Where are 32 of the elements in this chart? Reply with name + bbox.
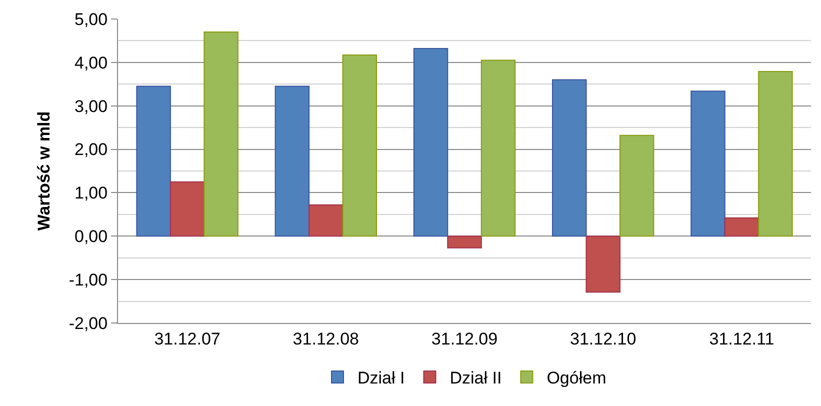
bar (480, 60, 516, 237)
bar (204, 32, 238, 237)
y-tick-label: 3,00 (74, 96, 108, 116)
y-tick-label: 1,00 (74, 184, 108, 203)
y-tick-label: 5,00 (74, 10, 108, 29)
bar (342, 54, 377, 237)
bar (758, 71, 793, 237)
bar (274, 86, 310, 237)
bar (586, 236, 620, 293)
y-tick-label: -2,00 (68, 314, 108, 333)
x-tick-label: 31.12.08 (292, 329, 359, 348)
legend-label: Ogółem (546, 368, 606, 388)
x-tick-label: 31.12.09 (431, 329, 498, 348)
legend-label: Dział I (358, 368, 405, 388)
bar (447, 236, 482, 248)
bar (724, 217, 760, 237)
bar (619, 134, 654, 237)
x-tick-label: 31.12.10 (570, 329, 636, 348)
y-tick-label: 2,00 (74, 140, 108, 160)
x-tick-label: 31.12.07 (154, 329, 220, 348)
bar (552, 79, 587, 237)
y-axis-title: Wartość w mld (34, 111, 54, 231)
bar (413, 48, 448, 237)
y-tick-label: 4,00 (74, 53, 108, 72)
x-tick-label: 31.12.11 (709, 329, 774, 348)
legend-label: Dział II (450, 368, 502, 388)
y-tick-label: 0,00 (74, 227, 108, 246)
y-tick-label: -1,00 (68, 270, 108, 290)
bar (136, 86, 171, 237)
bar (170, 181, 205, 237)
bar (308, 204, 344, 237)
bar (690, 90, 726, 237)
